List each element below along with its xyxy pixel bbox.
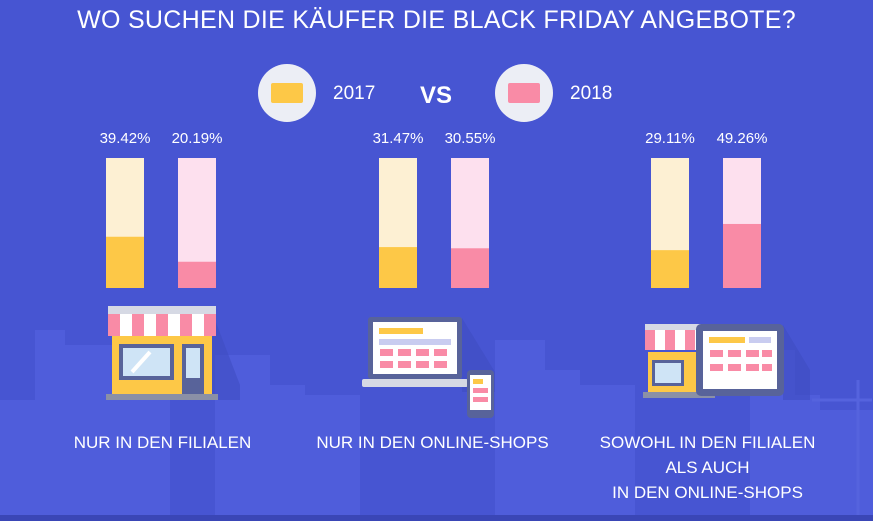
legend-vs: VS [420, 82, 453, 109]
bar-2017 [106, 236, 144, 288]
bar-2017 [651, 250, 689, 288]
category-label-line: IN DEN ONLINE-SHOPS [612, 483, 803, 502]
store-tablet-icon [643, 324, 810, 400]
category-label-filialen: NUR IN DEN FILIALEN [40, 430, 285, 455]
bar-2017 [379, 247, 417, 288]
store-icon [106, 306, 240, 400]
bar-2018 [451, 248, 489, 288]
bottom-strip [0, 515, 873, 521]
legend-2018-label: 2018 [570, 83, 613, 104]
bar-2018 [723, 223, 761, 288]
legend-2018-badge [495, 64, 553, 122]
legend-2018-swatch [508, 83, 540, 103]
bar-value-label: 39.42% [100, 130, 151, 147]
category-label-both: SOWOHL IN DEN FILIALEN ALS AUCH IN DEN O… [575, 430, 840, 505]
chart-title: WO SUCHEN DIE KÄUFER DIE BLACK FRIDAY AN… [77, 6, 796, 34]
category-label-online-shops: NUR IN DEN ONLINE-SHOPS [295, 430, 570, 455]
category-label-line: ALS AUCH [665, 458, 750, 477]
bar-value-label: 30.55% [445, 130, 496, 147]
legend-2017-badge [258, 64, 316, 122]
bar-2018 [178, 261, 216, 288]
bar-value-label: 49.26% [717, 130, 768, 147]
legend-2017-label: 2017 [333, 83, 376, 104]
category-label-line: NUR IN DEN FILIALEN [73, 433, 252, 452]
legend-2017-swatch [271, 83, 303, 103]
bar-value-label: 29.11% [645, 130, 695, 147]
bar-value-label: 31.47% [373, 130, 424, 147]
category-label-line: SOWOHL IN DEN FILIALEN [599, 433, 816, 452]
laptop-phone-icon [362, 317, 495, 418]
bar-value-label: 20.19% [172, 130, 223, 147]
category-label-line: NUR IN DEN ONLINE-SHOPS [316, 433, 549, 452]
